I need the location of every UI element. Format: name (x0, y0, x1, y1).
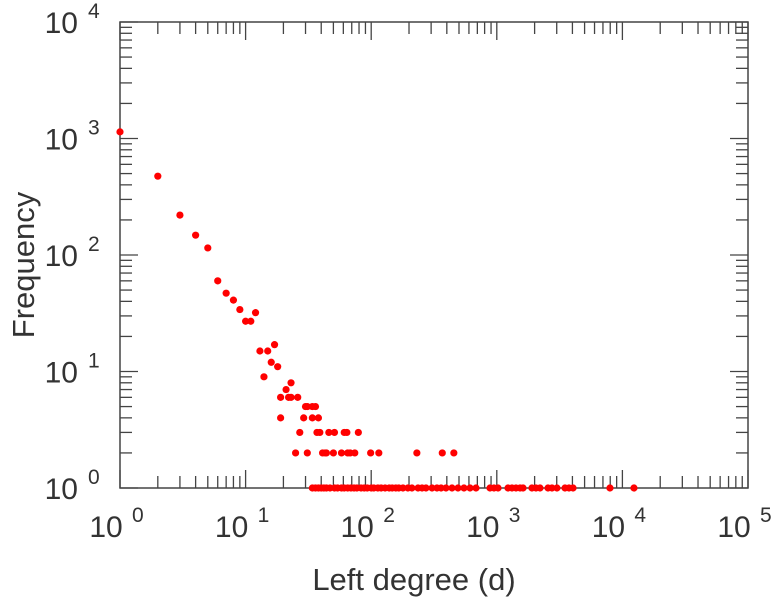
x-tick-label-exponent: 2 (383, 504, 395, 527)
y-tick-label: 10 (45, 240, 78, 273)
y-tick-label-exponent: 0 (88, 466, 100, 489)
data-point (519, 484, 527, 492)
axis-ticks (119, 21, 749, 489)
data-point (242, 317, 250, 325)
data-point (251, 309, 260, 317)
data-point (314, 414, 323, 422)
data-point (303, 449, 311, 457)
data-point (192, 231, 200, 239)
x-tick-label-exponent: 1 (258, 504, 270, 527)
y-tick-label-exponent: 3 (88, 117, 100, 140)
data-point (300, 414, 308, 422)
data-point (472, 484, 480, 492)
data-point (277, 393, 285, 401)
data-point (454, 484, 462, 492)
data-point (448, 484, 456, 492)
x-tick-labels: 10 0 10 1 10 2 10 3 10 4 10 5 (89, 504, 771, 544)
data-point (236, 305, 244, 314)
data-point (316, 428, 324, 437)
data-point (154, 172, 162, 180)
x-tick-label: 10 (592, 511, 625, 544)
data-point (408, 484, 416, 492)
y-tick-label-exponent: 2 (88, 233, 100, 256)
x-tick-label-exponent: 5 (760, 504, 772, 527)
data-point (325, 428, 333, 437)
x-axis-label: Left degree (d) (312, 562, 515, 597)
data-point (548, 484, 556, 492)
data-point (264, 347, 272, 355)
data-point (399, 484, 407, 492)
x-tick-label: 10 (215, 511, 248, 544)
data-point (367, 449, 375, 457)
y-tick-label-exponent: 4 (88, 0, 100, 23)
data-point (287, 393, 295, 401)
data-point (354, 428, 362, 437)
plot-frame (119, 21, 749, 489)
y-tick-labels: 10 0 10 1 10 2 10 3 10 4 (45, 0, 100, 506)
x-tick-label-exponent: 3 (509, 504, 521, 527)
data-points (116, 128, 638, 492)
x-tick-label: 10 (341, 511, 374, 544)
data-point (343, 428, 351, 437)
data-point (270, 341, 279, 349)
data-point (322, 449, 331, 457)
data-point (282, 385, 290, 394)
data-point (229, 296, 238, 304)
y-tick-label: 10 (45, 357, 78, 390)
data-point (375, 449, 383, 457)
data-point (274, 363, 282, 371)
data-point (351, 449, 359, 457)
data-point (450, 449, 458, 457)
data-point (204, 244, 212, 252)
data-point (287, 379, 295, 387)
data-point (256, 347, 264, 355)
x-tick-label: 10 (717, 511, 750, 544)
data-point (291, 449, 300, 457)
data-point (260, 373, 268, 381)
data-point (569, 484, 577, 492)
data-point (277, 414, 285, 422)
data-point (296, 428, 304, 437)
data-point (466, 484, 474, 492)
data-point (116, 128, 124, 136)
y-axis-label: Frequency (6, 191, 41, 338)
data-point (267, 358, 275, 366)
data-point (176, 211, 184, 219)
data-point (553, 484, 561, 492)
data-point (422, 484, 430, 492)
x-tick-label-exponent: 4 (634, 504, 646, 527)
y-tick-label-exponent: 1 (88, 350, 100, 373)
data-point (438, 449, 446, 457)
data-point (536, 484, 544, 492)
data-point (413, 449, 421, 457)
x-tick-label: 10 (466, 511, 499, 544)
data-point (222, 289, 230, 297)
data-point (294, 393, 302, 401)
data-point (460, 484, 468, 492)
data-point (337, 449, 346, 457)
x-tick-label-exponent: 0 (132, 504, 144, 527)
data-point (606, 484, 614, 492)
x-tick-label: 10 (89, 511, 122, 544)
data-point (303, 402, 311, 411)
data-point (494, 484, 502, 492)
data-point (442, 484, 450, 492)
data-point (311, 402, 320, 411)
data-point (428, 484, 436, 492)
data-point (214, 277, 222, 285)
y-tick-label: 10 (45, 7, 78, 40)
data-point (308, 414, 316, 422)
y-tick-label: 10 (45, 473, 78, 506)
data-point (329, 449, 337, 457)
data-point (247, 317, 255, 325)
data-point (630, 484, 638, 492)
data-point (330, 428, 339, 437)
y-tick-label: 10 (45, 124, 78, 157)
data-point (437, 484, 445, 492)
